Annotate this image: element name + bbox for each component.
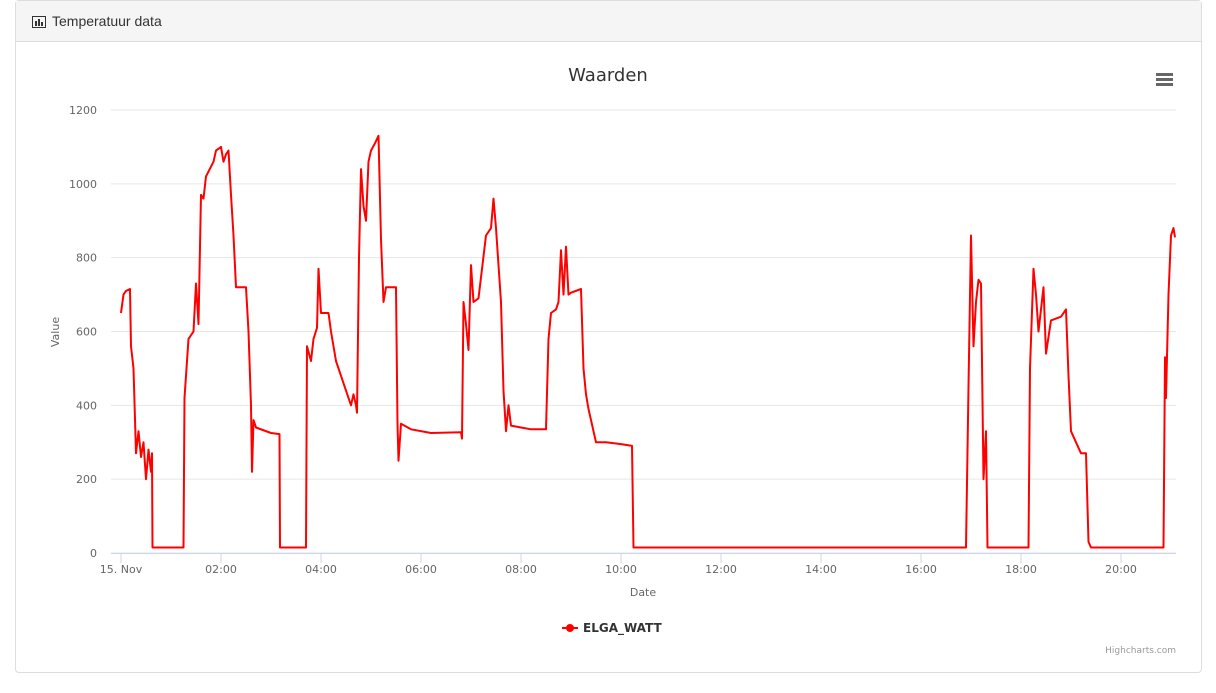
panel-title: Temperatuur data [52, 13, 162, 29]
y-tick-label: 1000 [69, 178, 97, 191]
legend-label[interactable]: ELGA_WATT [583, 621, 662, 636]
x-tick-label: 10:00 [605, 563, 637, 576]
series-line [120, 134, 1176, 549]
y-tick-label: 1200 [69, 104, 97, 117]
y-tick-label: 400 [76, 399, 97, 412]
menu-button[interactable] [1156, 73, 1173, 86]
y-tick-label: 600 [76, 326, 97, 339]
chart-icon [32, 16, 46, 28]
credits[interactable]: Highcharts.com [1105, 646, 1176, 656]
x-tick-label: 14:00 [805, 563, 837, 576]
panel: Temperatuur data [15, 0, 1202, 673]
x-tick-label: 06:00 [405, 563, 437, 576]
chart-title: Waarden [568, 65, 648, 86]
y-tick-label: 0 [90, 547, 97, 560]
x-tick-label: 18:00 [1005, 563, 1037, 576]
legend-symbol [566, 624, 574, 632]
x-tick-label: 12:00 [705, 563, 737, 576]
x-tick-label: 08:00 [505, 563, 537, 576]
y-tick-label: 200 [76, 473, 97, 486]
x-tick-label: 16:00 [905, 563, 937, 576]
y-tick-label: 800 [76, 252, 97, 265]
x-tick-label: 20:00 [1105, 563, 1137, 576]
x-tick-label: 15. Nov [100, 563, 143, 576]
x-axis-title: Date [630, 586, 657, 599]
x-tick-label: 04:00 [305, 563, 337, 576]
x-tick-label: 02:00 [205, 563, 237, 576]
y-axis-title: Value [49, 317, 62, 347]
panel-header: Temperatuur data [16, 1, 1201, 42]
